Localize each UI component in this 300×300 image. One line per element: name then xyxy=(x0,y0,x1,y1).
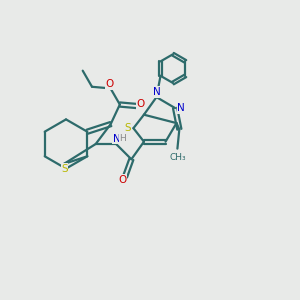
Text: O: O xyxy=(118,175,126,185)
Text: N: N xyxy=(153,87,160,97)
Text: N: N xyxy=(177,103,185,113)
Text: O: O xyxy=(105,79,113,89)
Text: H: H xyxy=(119,134,126,143)
Text: S: S xyxy=(61,164,68,174)
Text: CH₃: CH₃ xyxy=(169,153,186,162)
Text: O: O xyxy=(136,99,145,110)
Text: N: N xyxy=(113,134,121,144)
Text: S: S xyxy=(125,123,131,133)
